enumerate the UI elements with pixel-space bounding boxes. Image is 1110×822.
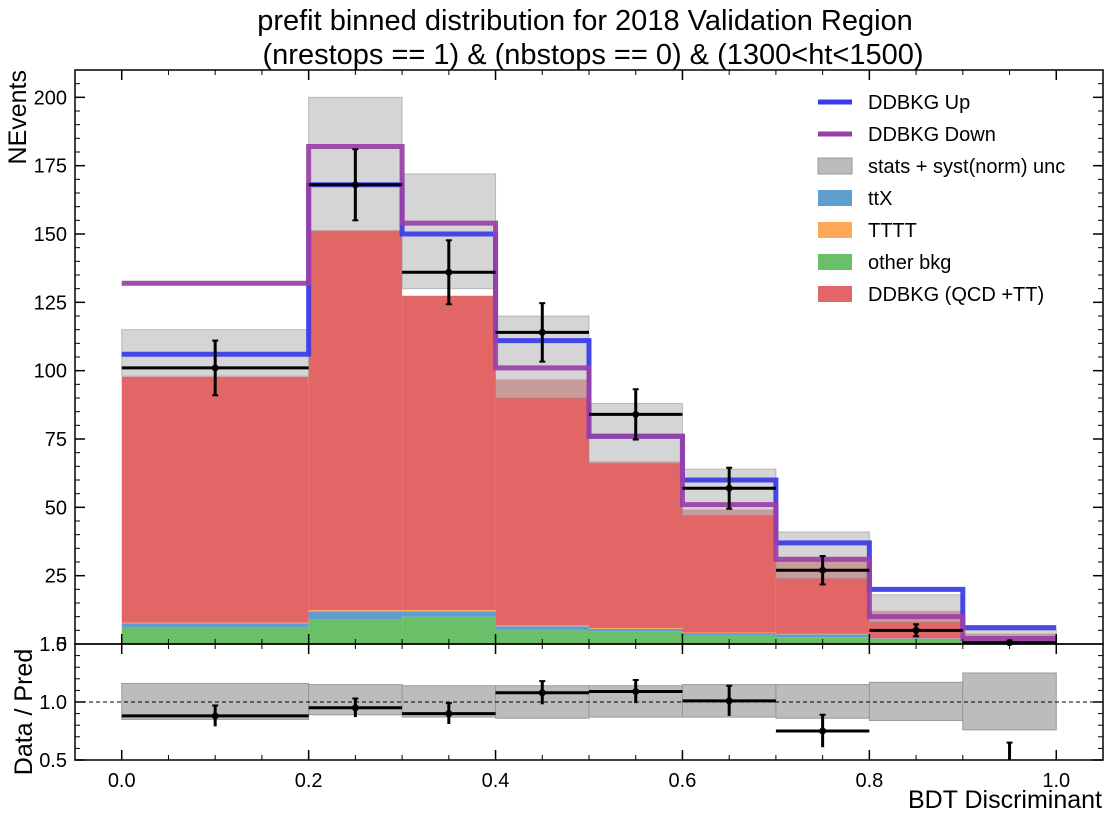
legend-swatch-ddbkg-qcd-tt: [818, 286, 852, 302]
data-point-bin-2-marker: [445, 268, 453, 276]
legend-swatch-stats-syst-norm-unc: [817, 157, 853, 175]
bar-ddbkg-qcd-tt-bin-3: [495, 379, 589, 626]
legend-label-ddbkg-qcd-tt: DDBKG (QCD +TT): [868, 284, 1044, 306]
y-tick-label-ratio: 1.0: [39, 692, 67, 714]
bar-tttt-bin-0: [121, 622, 309, 624]
bar-tttt-bin-4: [589, 628, 683, 629]
data-point-bin-7: [869, 623, 963, 638]
x-tick-label: 0.4: [482, 770, 510, 792]
legend-label-ddbkg-up: DDBKG Up: [868, 92, 970, 114]
data-point-bin-6-marker: [819, 566, 827, 574]
bar-ttx-bin-3: [495, 626, 589, 631]
data-point-bin-5-marker: [725, 484, 733, 492]
data-point-bin-0-marker: [211, 364, 219, 372]
legend-swatch-other-bkg: [818, 254, 852, 270]
ratio-unc-band-bin-8: [962, 672, 1057, 731]
y-tick-label-main: 125: [34, 292, 67, 314]
bar-ddbkg-qcd-tt-bin-1: [308, 230, 403, 611]
y-tick-label-overlap: 1.5: [39, 634, 67, 656]
bar-ttx-bin-0: [121, 623, 309, 628]
data-point-bin-1: [308, 148, 403, 222]
bar-tttt-bin-1: [308, 610, 403, 612]
plot-area: 0.0 0.2 0.4 0.6 0.8 1.0 25 50 75 100 125 150 175 200 1…: [34, 69, 1104, 792]
y-axis-label-ratio: Data / Pred: [10, 649, 38, 775]
bar-ddbkg-qcd-tt-bin-4: [589, 461, 683, 629]
legend-label-tttt: TTTT: [868, 220, 917, 242]
y-tick-label-main: 25: [45, 566, 67, 588]
ratio-point-bin-0: [121, 704, 309, 727]
ratio-point-bin-4: [589, 678, 683, 704]
bar-ttx-bin-6: [775, 634, 870, 638]
x-tick-label: 1.0: [1042, 770, 1070, 792]
legend-label-ttx: ttX: [868, 188, 892, 210]
y-tick-label-main: 200: [34, 87, 67, 109]
bar-ttx-bin-2: [402, 611, 496, 617]
data-point-bin-0: [121, 339, 309, 397]
data-point-bin-3-marker: [538, 328, 546, 336]
ratio-unc-band-bin-7: [868, 681, 964, 722]
ratio-point-bin-5: [682, 684, 776, 716]
y-tick-label-ratio: 0.5: [39, 750, 67, 772]
legend-swatch-tttt: [818, 222, 852, 238]
legend-label-ddbkg-down: DDBKG Down: [868, 124, 996, 146]
bar-other-bkg-bin-3: [495, 630, 589, 644]
chart-title: prefit binned distribution for 2018 Vali…: [257, 5, 913, 37]
bar-tttt-bin-5: [682, 632, 776, 634]
bar-ddbkg-qcd-tt-bin-2: [402, 295, 496, 611]
y-tick-label-main: 75: [45, 429, 67, 451]
x-tick-label: 0.0: [108, 770, 136, 792]
legend: DDBKG Up DDBKG Down stats + syst(norm) unc…: [817, 92, 1065, 306]
data-point-bin-7-marker: [912, 626, 920, 634]
ratio-point-bin-6: [775, 713, 870, 748]
ratio-point-bin-3: [495, 680, 589, 705]
y-tick-label-main: 175: [34, 156, 67, 178]
bar-ddbkg-qcd-tt-bin-0: [121, 376, 309, 623]
x-tick-label: 0.8: [855, 770, 883, 792]
ratio-unc-band-bin-6: [775, 684, 870, 719]
bar-tttt-bin-6: [775, 633, 870, 635]
chart-subtitle: (nrestops == 1) & (nbstops == 0) & (1300…: [263, 39, 924, 71]
y-tick-label-main: 150: [34, 224, 67, 246]
x-axis-label: BDT Discriminant: [908, 786, 1102, 814]
y-axis-label-main: NEvents: [4, 70, 32, 164]
data-point-bin-4-marker: [632, 410, 640, 418]
y-tick-label-main: 100: [34, 361, 67, 383]
bar-ttx-bin-1: [308, 611, 403, 620]
ratio-point-bin-1: [308, 697, 403, 718]
data-point-bin-1-marker: [351, 181, 359, 189]
bar-tttt-bin-3: [495, 625, 589, 627]
legend-swatch-ttx: [818, 190, 852, 206]
ratio-point-bin-2: [402, 702, 496, 725]
bar-ttx-bin-5: [682, 633, 776, 636]
y-tick-label-overlap: 0: [56, 634, 67, 656]
data-point-bin-6: [775, 554, 870, 586]
data-point-bin-3: [495, 302, 589, 363]
legend-label-stats-syst-norm-unc: stats + syst(norm) unc: [868, 156, 1065, 178]
legend-label-other-bkg: other bkg: [868, 252, 951, 274]
x-tick-label: 0.6: [669, 770, 697, 792]
bar-other-bkg-bin-4: [589, 631, 683, 644]
bar-ttx-bin-4: [589, 628, 683, 632]
data-point-bin-2: [402, 239, 496, 306]
data-point-bin-4: [589, 388, 683, 441]
data-point-bin-5: [682, 466, 776, 510]
bar-tttt-bin-2: [402, 610, 496, 612]
bar-ddbkg-qcd-tt-bin-5: [682, 509, 776, 633]
x-tick-label: 0.2: [295, 770, 323, 792]
y-tick-label-main: 50: [45, 497, 67, 519]
